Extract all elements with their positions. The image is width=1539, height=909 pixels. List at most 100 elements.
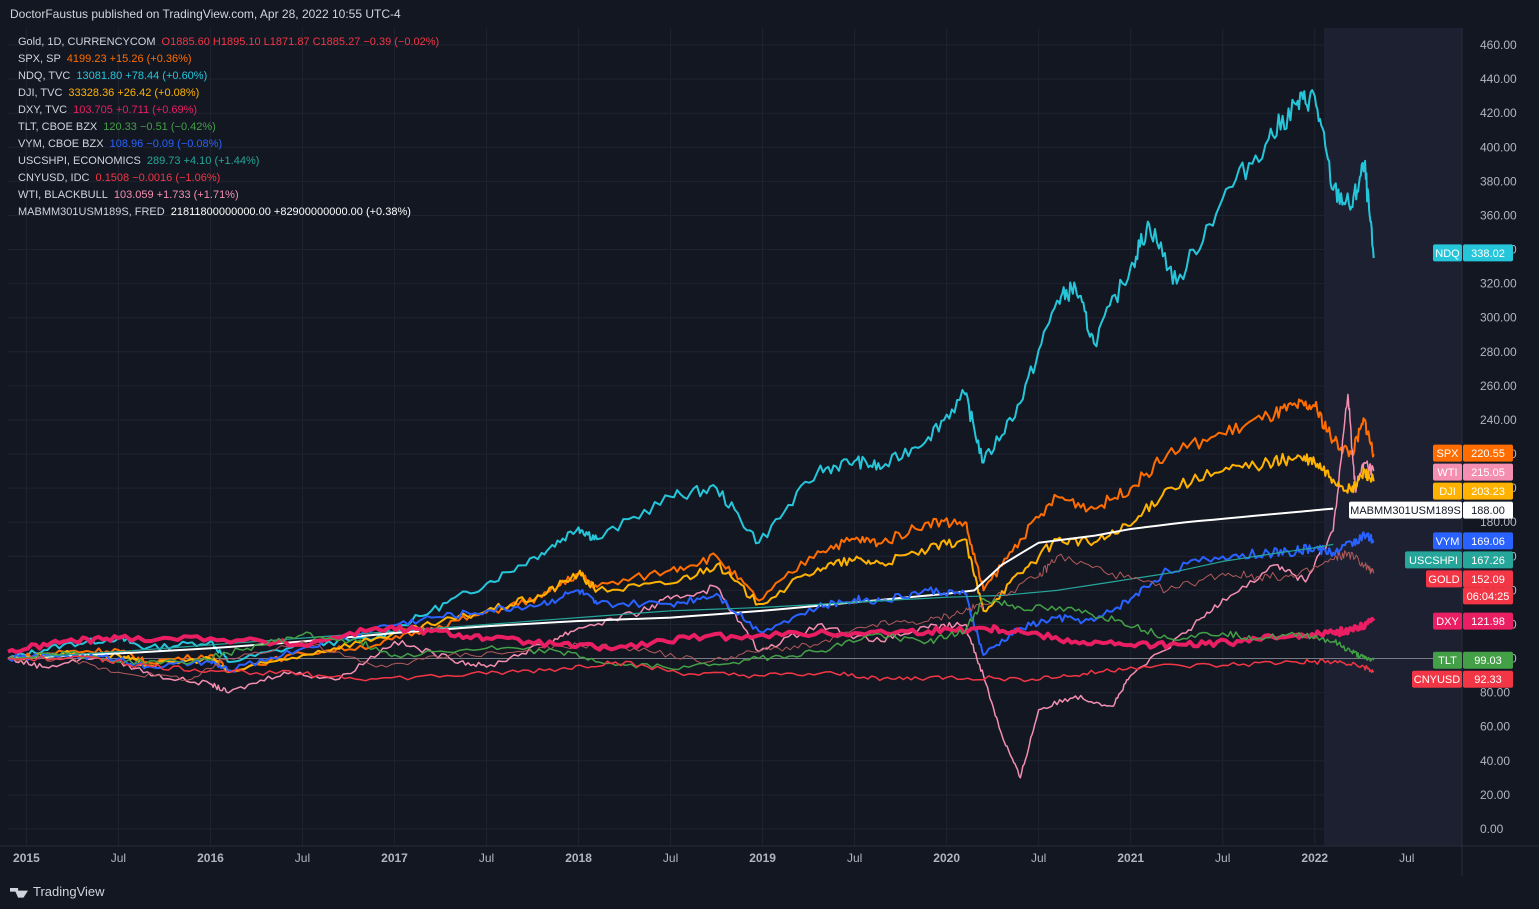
series-line-tlt[interactable] [7,597,1375,671]
y-tick-label: 320.00 [1480,277,1517,291]
x-tick-label: 2020 [933,851,960,865]
future-region-shade [1323,28,1462,846]
series-line-gold[interactable] [7,550,1375,681]
series-name-tag-text: WTI [1437,467,1457,479]
y-tick-label: 240.00 [1480,413,1517,427]
x-tick-label: Jul [847,851,862,865]
footer: TradingView [0,876,1539,909]
y-tick-label: 280.00 [1480,345,1517,359]
series-name-tag-text: GOLD [1428,574,1459,586]
series-value-tag [1463,532,1513,550]
series-name-tag [1433,444,1462,462]
legend-series-value: 0.1508 −0.0016 (−1.06%) [95,172,221,184]
legend-series-name: VYM, CBOE BZX [18,138,104,150]
legend-row[interactable]: SPX, SP 4199.23 +15.26 (+0.36%) [18,51,439,68]
chart-header: DoctorFaustus published on TradingView.c… [0,0,1539,28]
legend-row[interactable]: DXY, TVC 103.705 +0.711 (+0.69%) [18,102,439,119]
y-tick-label: 40.00 [1480,754,1510,768]
legend-series-value: 33328.36 +26.42 (+0.08%) [68,87,200,99]
comparison-line-chart[interactable]: 0.0020.0040.0060.0080.00100.00120.00140.… [0,28,1539,876]
series-value-tag-text: 188.00 [1471,505,1505,517]
tradingview-brand-text: TradingView [33,884,105,899]
series-name-tag [1433,463,1462,481]
series-name-tag-text: SPX [1436,448,1459,460]
series-value-tag-text: 169.06 [1471,536,1505,548]
legend-row[interactable]: USCSHPI, ECONOMICS 289.73 +4.10 (+1.44%) [18,153,439,170]
legend-series-value: 4199.23 +15.26 (+0.36%) [66,53,192,65]
series-line-vym[interactable] [7,531,1375,673]
legend-row[interactable]: CNYUSD, IDC 0.1508 −0.0016 (−1.06%) [18,170,439,187]
tradingview-brand[interactable]: TradingView [10,884,105,899]
x-tick-label: Jul [295,851,310,865]
y-tick-label: 180.00 [1480,515,1517,529]
series-name-tag-text: VYM [1436,536,1460,548]
series-value-tag [1463,463,1513,481]
x-tick-label: 2021 [1117,851,1144,865]
series-line-dji[interactable] [7,452,1375,674]
series-value-tag-text: 152.09 [1471,574,1505,586]
legend-series-name: DXY, TVC [18,104,68,116]
y-tick-label: 60.00 [1480,720,1510,734]
legend-series-name: WTI, BLACKBULL [18,189,108,201]
tradingview-logo-icon [10,887,28,898]
legend-series-value: 13081.80 +78.44 (+0.60%) [76,70,208,82]
series-value-tag [1463,670,1513,688]
series-name-tag [1433,612,1462,630]
legend-row[interactable]: TLT, CBOE BZX 120.33 −0.51 (−0.42%) [18,119,439,136]
x-tick-label: Jul [663,851,678,865]
legend-series-name: USCSHPI, ECONOMICS [18,155,141,167]
legend-series-name: NDQ, TVC [18,70,71,82]
legend-series-value: 120.33 −0.51 (−0.42%) [103,121,216,133]
legend-row[interactable]: MABMM301USM189S, FRED 21811800000000.00 +… [18,204,439,221]
publication-line: DoctorFaustus published on TradingView.c… [10,7,401,21]
series-name-tag [1426,570,1462,588]
legend-series-name: DJI, TVC [18,87,63,99]
legend-row[interactable]: WTI, BLACKBULL 103.059 +1.733 (+1.71%) [18,187,439,204]
series-line-dxy[interactable] [7,616,1376,654]
series-value-tag [1463,444,1513,462]
series-name-tag [1433,482,1462,500]
legend-series-name: MABMM301USM189S, FRED [18,206,165,218]
series-value-tag-text: 167.26 [1471,555,1505,567]
series-value-tag [1463,244,1513,262]
series-value-tag [1463,651,1513,669]
series-value-tag-text: 92.33 [1474,674,1502,686]
series-line-cnyusd[interactable] [7,654,1375,683]
series-value-tag-text: 215.05 [1471,467,1505,479]
series-value-tag-text: 121.98 [1471,616,1505,628]
x-tick-label: 2017 [381,851,408,865]
series-name-tag-text: DJI [1439,486,1456,498]
y-tick-label: 460.00 [1480,38,1517,52]
x-tick-label: 2016 [197,851,224,865]
y-tick-label: 300.00 [1480,311,1517,325]
series-legend: Gold, 1D, CURRENCYCOM O1885.60 H1895.10 L… [18,34,439,221]
series-value-tag-text: 203.23 [1471,486,1505,498]
legend-row[interactable]: DJI, TVC 33328.36 +26.42 (+0.08%) [18,85,439,102]
series-name-tag-text: USCSHPI [1409,555,1458,567]
series-value-tag [1463,612,1513,630]
series-name-tag [1405,551,1462,569]
series-value-tag-text: 220.55 [1471,448,1505,460]
series-line-uscshpi[interactable] [7,543,1334,660]
x-tick-label: Jul [1031,851,1046,865]
x-tick-label: Jul [1215,851,1230,865]
chart-background [0,28,1539,876]
x-tick-label: 2022 [1301,851,1328,865]
chart-area[interactable]: 0.0020.0040.0060.0080.00100.00120.00140.… [0,28,1539,876]
y-tick-label: 0.00 [1480,822,1504,836]
legend-row[interactable]: VYM, CBOE BZX 108.96 −0.09 (−0.08%) [18,136,439,153]
legend-row[interactable]: Gold, 1D, CURRENCYCOM O1885.60 H1895.10 L… [18,34,439,51]
legend-series-value: 103.059 +1.733 (+1.71%) [113,189,239,201]
x-tick-label: 2019 [749,851,776,865]
legend-row[interactable]: NDQ, TVC 13081.80 +78.44 (+0.60%) [18,68,439,85]
series-name-tag [1433,244,1462,262]
series-line-wti[interactable] [7,393,1375,779]
legend-series-value: 108.96 −0.09 (−0.08%) [109,138,223,150]
bar-countdown-text: 06:04:25 [1467,591,1510,603]
legend-series-value: 289.73 +4.10 (+1.44%) [146,155,260,167]
y-tick-label: 380.00 [1480,174,1517,188]
legend-series-name: TLT, CBOE BZX [18,121,98,133]
series-name-tag [1349,501,1462,519]
series-name-tag-text: TLT [1438,655,1457,667]
series-value-tag [1463,501,1513,519]
